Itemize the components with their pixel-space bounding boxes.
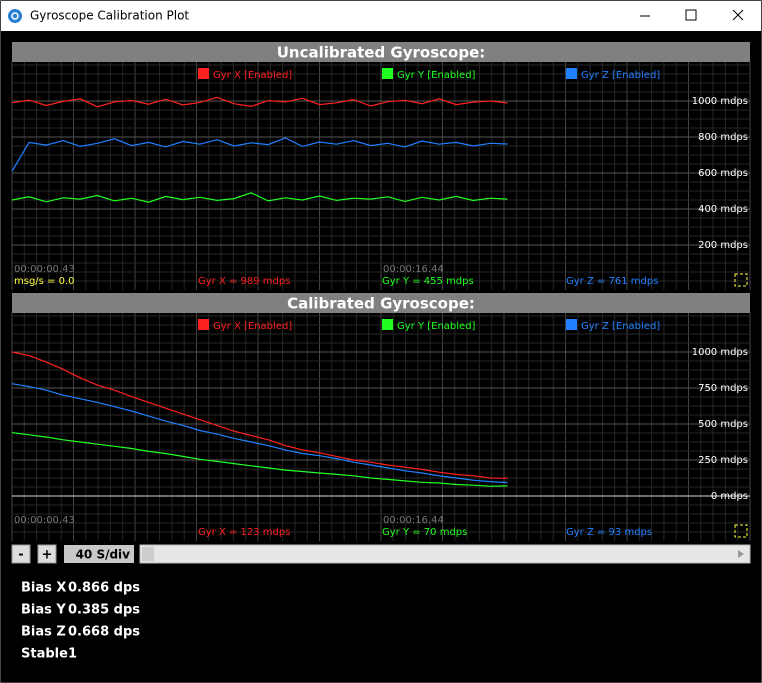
readout: Gyr Y = 70 mdps [382, 527, 467, 538]
plot-header [12, 42, 750, 62]
y-tick-label: 0 mdps [711, 491, 748, 502]
time-label: 00:00:16.44 [383, 264, 444, 275]
time-label: 00:00:00.43 [14, 515, 75, 526]
y-tick-label: 500 mdps [698, 419, 748, 430]
bias-label: Bias Y [21, 603, 66, 618]
y-tick-label: 1000 mdps [692, 96, 748, 107]
scroll-thumb[interactable] [142, 547, 154, 561]
title-bar [1, 1, 761, 31]
scale-box [64, 545, 134, 563]
zoom-in-button[interactable] [37, 544, 57, 564]
bias-label: Stable [21, 647, 68, 662]
bias-label: Bias Z [21, 625, 66, 640]
time-label: 00:00:16.44 [383, 515, 444, 526]
plot-title: Calibrated Gyroscope: [287, 295, 475, 313]
legend-label: Gyr Z [Enabled] [581, 321, 660, 332]
scroll-arrow[interactable] [738, 550, 744, 558]
series-line [11, 192, 508, 203]
window-title: Gyroscope Calibration Plot [30, 9, 189, 23]
y-tick-label: 250 mdps [698, 455, 748, 466]
y-tick-label: 200 mdps [698, 240, 748, 251]
legend-swatch [566, 319, 577, 330]
series-line [11, 137, 508, 172]
maximize-button[interactable] [685, 9, 697, 21]
app-icon-inner [11, 12, 19, 20]
legend-label: Gyr Y [Enabled] [397, 70, 476, 81]
legend-swatch [198, 68, 209, 79]
autoscale-icon [734, 273, 748, 287]
y-tick-label: 750 mdps [698, 383, 748, 394]
legend-swatch [566, 68, 577, 79]
plots: Uncalibrated Gyroscope: 1000 mdps 800 mdps… [11, 42, 751, 541]
bias-value: 1 [68, 647, 77, 662]
scrollbar[interactable] [139, 544, 751, 564]
series-line [11, 432, 508, 487]
readout: Gyr Z = 93 mdps [566, 527, 652, 538]
autoscale-icon [734, 524, 748, 538]
readout: Gyr X = 989 mdps [198, 276, 290, 287]
readout: Gyr X = 123 mdps [198, 527, 290, 538]
legend-label: Gyr Z [Enabled] [581, 70, 660, 81]
y-tick-label: 800 mdps [698, 132, 748, 143]
series-line [11, 351, 508, 479]
legend-label: Gyr X [Enabled] [213, 70, 292, 81]
readout: Gyr Z = 761 mdps [566, 276, 658, 287]
bias-label: Bias X [21, 581, 66, 596]
legend-label: Gyr X [Enabled] [213, 321, 292, 332]
plot: Calibrated Gyroscope: 1000 mdps 750 mdps 50… [11, 293, 751, 541]
bias-value: 0.385 dps [68, 603, 140, 618]
bias-value: 0.668 dps [68, 625, 140, 640]
time-label: 00:00:00.43 [14, 264, 75, 275]
zoom-in-label: + [42, 548, 53, 563]
close-button[interactable] [732, 9, 744, 21]
plot: Uncalibrated Gyroscope: 1000 mdps 800 mdps… [11, 42, 751, 290]
zoom-out-button[interactable] [11, 544, 31, 564]
zoom-out-label: - [18, 548, 23, 563]
legend-swatch [382, 319, 393, 330]
legend-label: Gyr Y [Enabled] [397, 321, 476, 332]
app-icon [8, 9, 22, 23]
legend-swatch [382, 68, 393, 79]
plot-title: Uncalibrated Gyroscope: [277, 44, 486, 62]
y-tick-label: 1000 mdps [692, 347, 748, 358]
y-tick-label: 400 mdps [698, 204, 748, 215]
series-line [11, 96, 508, 108]
plot-header [12, 293, 750, 313]
readout: Gyr Y = 455 mdps [382, 276, 474, 287]
y-tick-label: 600 mdps [698, 168, 748, 179]
scale-label: 40 S/div [76, 548, 131, 562]
legend-swatch [198, 319, 209, 330]
bias-value: 0.866 dps [68, 581, 140, 596]
status-label: msg/s = 0.0 [14, 276, 75, 287]
series-line [11, 383, 508, 484]
